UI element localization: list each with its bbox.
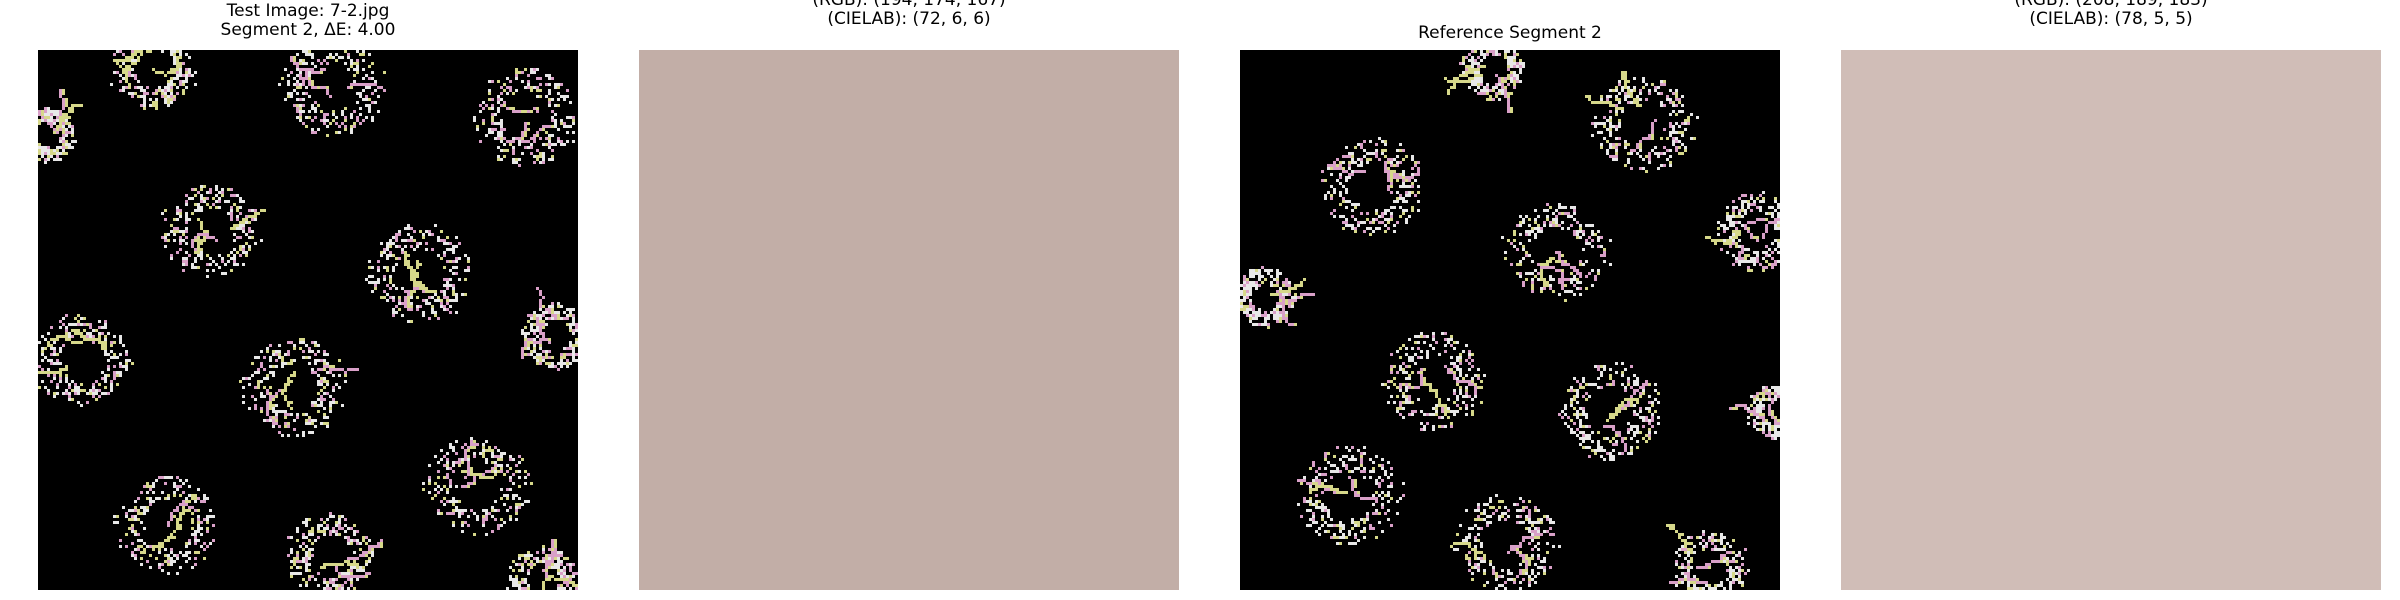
reference-color-title: (RGB): (208, 189, 183) (CIELAB): (78, 5,…	[1841, 0, 2381, 29]
reference-color-cielab: (CIELAB): (78, 5, 5)	[2029, 9, 2193, 29]
test-segment-canvas	[38, 50, 578, 590]
reference-segment-canvas	[1240, 50, 1780, 590]
reference-color-rgb: (RGB): (208, 189, 183)	[2014, 0, 2208, 10]
test-image-name: Test Image: 7-2.jpg	[226, 1, 390, 21]
reference-segment-image	[1240, 50, 1780, 590]
test-segment-title: Test Image: 7-2.jpg Segment 2, ΔE: 4.00	[38, 2, 578, 40]
test-segment-delta-e: Segment 2, ΔE: 4.00	[220, 20, 396, 40]
test-color-rgb: (RGB): (194, 174, 167)	[812, 0, 1006, 10]
reference-color-swatch	[1841, 50, 2381, 590]
test-color-title: (RGB): (194, 174, 167) (CIELAB): (72, 6,…	[639, 0, 1179, 29]
reference-segment-title: Reference Segment 2	[1240, 24, 1780, 43]
test-color-cielab: (CIELAB): (72, 6, 6)	[827, 9, 991, 29]
test-segment-image	[38, 50, 578, 590]
test-color-swatch	[639, 50, 1179, 590]
reference-segment-label: Reference Segment 2	[1418, 23, 1602, 43]
